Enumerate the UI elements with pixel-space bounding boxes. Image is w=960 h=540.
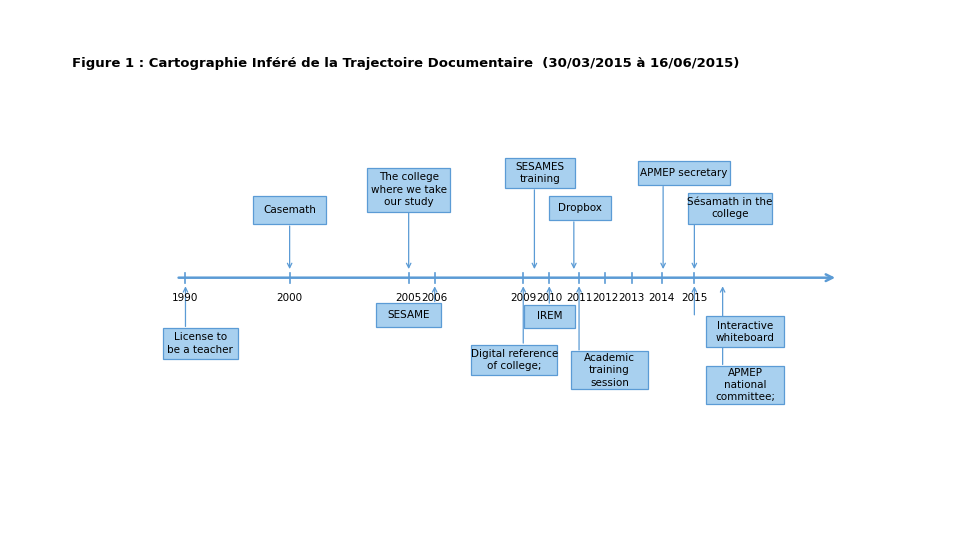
Text: Dropbox: Dropbox	[558, 203, 602, 213]
Text: APMEP
national
committee;: APMEP national committee;	[715, 368, 775, 402]
Text: 2005: 2005	[396, 294, 421, 303]
Text: Casemath: Casemath	[263, 205, 316, 215]
Text: SESAMES
training: SESAMES training	[516, 161, 564, 184]
Text: 2013: 2013	[618, 294, 645, 303]
Text: APMEP secretary: APMEP secretary	[640, 168, 728, 178]
Text: Interactive
whiteboard: Interactive whiteboard	[715, 321, 775, 343]
Text: 2010: 2010	[537, 294, 563, 303]
Text: License to
be a teacher: License to be a teacher	[167, 332, 233, 355]
Text: 2012: 2012	[592, 294, 618, 303]
FancyBboxPatch shape	[253, 196, 326, 225]
FancyBboxPatch shape	[471, 345, 558, 375]
Text: Academic
training
session: Academic training session	[584, 353, 636, 388]
FancyBboxPatch shape	[707, 366, 783, 404]
Text: 2006: 2006	[421, 294, 447, 303]
Text: Sésamath in the
college: Sésamath in the college	[687, 197, 773, 219]
Text: 2011: 2011	[565, 294, 592, 303]
FancyBboxPatch shape	[524, 305, 575, 328]
Text: Digital reference
of college;: Digital reference of college;	[470, 349, 558, 371]
Text: 1990: 1990	[172, 294, 199, 303]
Text: SESAME: SESAME	[388, 310, 430, 320]
FancyBboxPatch shape	[163, 328, 238, 359]
Text: 2009: 2009	[510, 294, 537, 303]
FancyBboxPatch shape	[368, 167, 450, 212]
FancyBboxPatch shape	[571, 352, 648, 389]
FancyBboxPatch shape	[707, 316, 783, 347]
FancyBboxPatch shape	[505, 158, 575, 188]
Text: 2015: 2015	[682, 294, 708, 303]
Text: Figure 1 : Cartographie Inféré de la Trajectoire Documentaire  (30/03/2015 à 16/: Figure 1 : Cartographie Inféré de la Tra…	[72, 57, 739, 70]
Text: 2000: 2000	[276, 294, 302, 303]
Text: The college
where we take
our study: The college where we take our study	[371, 172, 446, 207]
FancyBboxPatch shape	[548, 196, 611, 220]
FancyBboxPatch shape	[687, 193, 773, 224]
Text: 2014: 2014	[648, 294, 675, 303]
FancyBboxPatch shape	[637, 161, 731, 185]
FancyBboxPatch shape	[376, 303, 442, 327]
Text: IREM: IREM	[537, 312, 562, 321]
